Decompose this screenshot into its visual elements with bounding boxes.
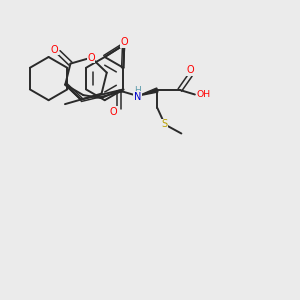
Text: O: O [121,37,128,47]
Text: O: O [110,106,117,117]
Text: OH: OH [197,90,211,99]
Text: N: N [134,92,141,102]
Text: H: H [134,86,141,95]
Polygon shape [138,88,158,96]
Text: O: O [187,65,194,76]
Text: O: O [87,52,95,63]
Text: S: S [162,119,168,130]
Text: O: O [51,45,59,55]
